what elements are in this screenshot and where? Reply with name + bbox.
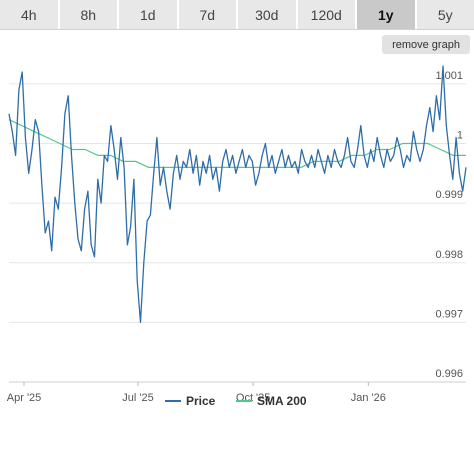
y-tick-label: 0.997	[435, 308, 463, 320]
legend-label: Price	[186, 394, 216, 408]
tab-120d[interactable]: 120d	[297, 0, 357, 29]
y-tick-label: 0.999	[435, 189, 463, 201]
tab-1d[interactable]: 1d	[119, 0, 179, 29]
tab-8h[interactable]: 8h	[59, 0, 119, 29]
timeframe-tabs: 4h 8h 1d 7d 30d 120d 1y 5y	[0, 0, 474, 30]
legend-label: SMA 200	[257, 394, 307, 408]
y-axis-ticks: 1.001 1 0.999 0.998 0.997 0.996	[435, 70, 463, 380]
x-tick-label: Apr '25	[7, 392, 42, 404]
tab-30d[interactable]: 30d	[238, 0, 298, 29]
y-tick-label: 0.998	[435, 249, 463, 261]
remove-graph-button[interactable]: remove graph	[382, 35, 470, 54]
y-tick-label: 0.996	[435, 368, 463, 380]
x-tick-label: Jan '26	[351, 392, 386, 404]
grid-lines	[9, 83, 466, 383]
price-series-line	[8, 65, 467, 324]
tab-7d[interactable]: 7d	[178, 0, 238, 29]
legend-item-price[interactable]: Price	[165, 394, 216, 408]
x-axis-ticks: Apr '25 Jul '25 Oct '25 Jan '26	[7, 382, 386, 404]
legend: Price SMA 200	[165, 394, 307, 408]
tab-1y[interactable]: 1y	[357, 0, 417, 29]
legend-item-sma-200[interactable]: SMA 200	[236, 394, 307, 408]
tab-4h[interactable]: 4h	[0, 0, 60, 29]
tab-5y[interactable]: 5y	[416, 0, 474, 29]
x-tick-label: Jul '25	[122, 392, 153, 404]
y-tick-label: 1.001	[435, 70, 463, 82]
y-tick-label: 1	[457, 130, 463, 142]
series-lines	[8, 65, 467, 324]
